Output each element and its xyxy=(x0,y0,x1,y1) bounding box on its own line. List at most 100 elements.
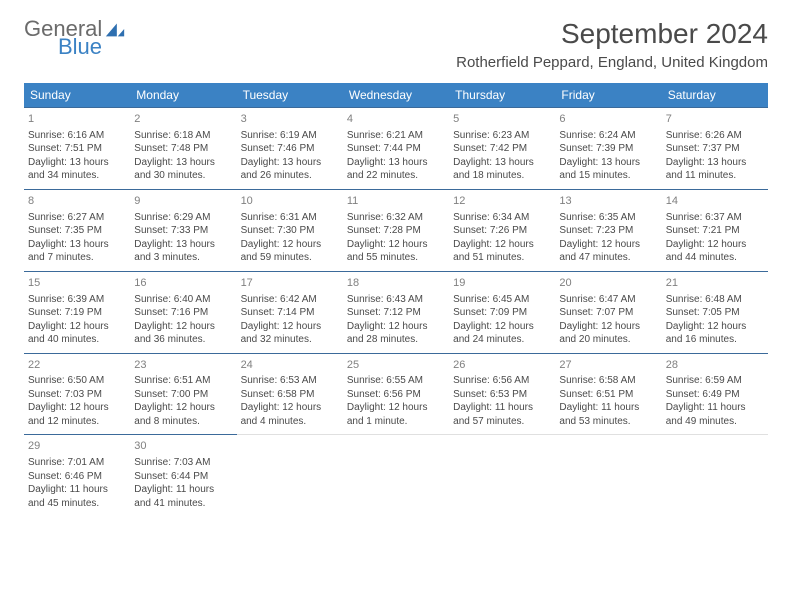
day-cell: 22Sunrise: 6:50 AMSunset: 7:03 PMDayligh… xyxy=(24,353,130,435)
sunrise-line: Sunrise: 6:43 AM xyxy=(347,293,445,307)
daylight-line: Daylight: 12 hours and 8 minutes. xyxy=(134,401,232,428)
sunrise-line: Sunrise: 6:19 AM xyxy=(241,129,339,143)
day-cell: 8Sunrise: 6:27 AMSunset: 7:35 PMDaylight… xyxy=(24,189,130,271)
sunrise-line: Sunrise: 6:59 AM xyxy=(666,374,764,388)
daylight-line: Daylight: 13 hours and 7 minutes. xyxy=(28,238,126,265)
daylight-line: Daylight: 12 hours and 36 minutes. xyxy=(134,320,232,347)
sunrise-line: Sunrise: 6:27 AM xyxy=(28,211,126,225)
sunset-line: Sunset: 7:33 PM xyxy=(134,224,232,238)
sunrise-line: Sunrise: 6:23 AM xyxy=(453,129,551,143)
sunset-line: Sunset: 7:28 PM xyxy=(347,224,445,238)
day-cell: 17Sunrise: 6:42 AMSunset: 7:14 PMDayligh… xyxy=(237,271,343,353)
sunrise-line: Sunrise: 6:48 AM xyxy=(666,293,764,307)
daylight-line: Daylight: 11 hours and 45 minutes. xyxy=(28,483,126,510)
calendar-grid: SundayMondayTuesdayWednesdayThursdayFrid… xyxy=(24,83,768,516)
sunrise-line: Sunrise: 6:31 AM xyxy=(241,211,339,225)
day-number: 14 xyxy=(666,194,764,209)
day-number: 3 xyxy=(241,112,339,127)
sunrise-line: Sunrise: 6:40 AM xyxy=(134,293,232,307)
sunset-line: Sunset: 7:03 PM xyxy=(28,388,126,402)
month-title: September 2024 xyxy=(456,18,768,50)
sunrise-line: Sunrise: 6:42 AM xyxy=(241,293,339,307)
sunrise-line: Sunrise: 6:51 AM xyxy=(134,374,232,388)
day-cell: 5Sunrise: 6:23 AMSunset: 7:42 PMDaylight… xyxy=(449,107,555,189)
day-cell: 30Sunrise: 7:03 AMSunset: 6:44 PMDayligh… xyxy=(130,434,236,516)
sunrise-line: Sunrise: 6:37 AM xyxy=(666,211,764,225)
daylight-line: Daylight: 12 hours and 24 minutes. xyxy=(453,320,551,347)
day-cell: 26Sunrise: 6:56 AMSunset: 6:53 PMDayligh… xyxy=(449,353,555,435)
sunset-line: Sunset: 6:46 PM xyxy=(28,470,126,484)
sunrise-line: Sunrise: 7:01 AM xyxy=(28,456,126,470)
day-number: 6 xyxy=(559,112,657,127)
day-number: 1 xyxy=(28,112,126,127)
sunrise-line: Sunrise: 6:29 AM xyxy=(134,211,232,225)
day-cell: 3Sunrise: 6:19 AMSunset: 7:46 PMDaylight… xyxy=(237,107,343,189)
daylight-line: Daylight: 12 hours and 4 minutes. xyxy=(241,401,339,428)
sunset-line: Sunset: 7:42 PM xyxy=(453,142,551,156)
day-number: 25 xyxy=(347,358,445,373)
daylight-line: Daylight: 12 hours and 32 minutes. xyxy=(241,320,339,347)
daylight-line: Daylight: 12 hours and 51 minutes. xyxy=(453,238,551,265)
sunset-line: Sunset: 7:51 PM xyxy=(28,142,126,156)
day-cell: 24Sunrise: 6:53 AMSunset: 6:58 PMDayligh… xyxy=(237,353,343,435)
day-number: 28 xyxy=(666,358,764,373)
day-number: 2 xyxy=(134,112,232,127)
sunrise-line: Sunrise: 6:58 AM xyxy=(559,374,657,388)
daylight-line: Daylight: 12 hours and 59 minutes. xyxy=(241,238,339,265)
day-number: 26 xyxy=(453,358,551,373)
day-header: Saturday xyxy=(662,83,768,107)
day-number: 9 xyxy=(134,194,232,209)
day-number: 29 xyxy=(28,439,126,454)
sunset-line: Sunset: 7:44 PM xyxy=(347,142,445,156)
day-cell: 16Sunrise: 6:40 AMSunset: 7:16 PMDayligh… xyxy=(130,271,236,353)
day-cell: 18Sunrise: 6:43 AMSunset: 7:12 PMDayligh… xyxy=(343,271,449,353)
daylight-line: Daylight: 12 hours and 28 minutes. xyxy=(347,320,445,347)
day-number: 11 xyxy=(347,194,445,209)
sunset-line: Sunset: 7:30 PM xyxy=(241,224,339,238)
day-number: 30 xyxy=(134,439,232,454)
sunset-line: Sunset: 7:21 PM xyxy=(666,224,764,238)
daylight-line: Daylight: 12 hours and 40 minutes. xyxy=(28,320,126,347)
sunrise-line: Sunrise: 6:50 AM xyxy=(28,374,126,388)
day-cell: 14Sunrise: 6:37 AMSunset: 7:21 PMDayligh… xyxy=(662,189,768,271)
daylight-line: Daylight: 11 hours and 57 minutes. xyxy=(453,401,551,428)
day-number: 4 xyxy=(347,112,445,127)
sunrise-line: Sunrise: 6:39 AM xyxy=(28,293,126,307)
daylight-line: Daylight: 13 hours and 30 minutes. xyxy=(134,156,232,183)
day-number: 10 xyxy=(241,194,339,209)
sunrise-line: Sunrise: 6:21 AM xyxy=(347,129,445,143)
sunset-line: Sunset: 7:37 PM xyxy=(666,142,764,156)
daylight-line: Daylight: 13 hours and 22 minutes. xyxy=(347,156,445,183)
day-number: 22 xyxy=(28,358,126,373)
day-cell: 2Sunrise: 6:18 AMSunset: 7:48 PMDaylight… xyxy=(130,107,236,189)
day-cell: 15Sunrise: 6:39 AMSunset: 7:19 PMDayligh… xyxy=(24,271,130,353)
day-header: Wednesday xyxy=(343,83,449,107)
day-cell: 28Sunrise: 6:59 AMSunset: 6:49 PMDayligh… xyxy=(662,353,768,435)
sunrise-line: Sunrise: 6:26 AM xyxy=(666,129,764,143)
sunrise-line: Sunrise: 6:45 AM xyxy=(453,293,551,307)
day-cell: 6Sunrise: 6:24 AMSunset: 7:39 PMDaylight… xyxy=(555,107,661,189)
daylight-line: Daylight: 13 hours and 18 minutes. xyxy=(453,156,551,183)
day-header: Monday xyxy=(130,83,236,107)
sunrise-line: Sunrise: 6:35 AM xyxy=(559,211,657,225)
sunset-line: Sunset: 7:48 PM xyxy=(134,142,232,156)
day-cell: 19Sunrise: 6:45 AMSunset: 7:09 PMDayligh… xyxy=(449,271,555,353)
sunset-line: Sunset: 7:46 PM xyxy=(241,142,339,156)
page-header: General Blue September 2024 Rotherfield … xyxy=(24,18,768,71)
daylight-line: Daylight: 13 hours and 11 minutes. xyxy=(666,156,764,183)
day-cell: 4 Sunrise: 6:21 AMSunset: 7:44 PMDaylight… xyxy=(343,107,449,189)
sunrise-line: Sunrise: 6:56 AM xyxy=(453,374,551,388)
day-cell: 11Sunrise: 6:32 AMSunset: 7:28 PMDayligh… xyxy=(343,189,449,271)
sunset-line: Sunset: 6:49 PM xyxy=(666,388,764,402)
sunset-line: Sunset: 7:16 PM xyxy=(134,306,232,320)
sunset-line: Sunset: 7:35 PM xyxy=(28,224,126,238)
sunset-line: Sunset: 6:53 PM xyxy=(453,388,551,402)
day-number: 15 xyxy=(28,276,126,291)
empty-cell xyxy=(343,434,449,516)
title-block: September 2024 Rotherfield Peppard, Engl… xyxy=(456,18,768,71)
day-number: 19 xyxy=(453,276,551,291)
empty-cell xyxy=(555,434,661,516)
day-cell: 7Sunrise: 6:26 AMSunset: 7:37 PMDaylight… xyxy=(662,107,768,189)
sunrise-line: Sunrise: 6:47 AM xyxy=(559,293,657,307)
daylight-line: Daylight: 12 hours and 16 minutes. xyxy=(666,320,764,347)
